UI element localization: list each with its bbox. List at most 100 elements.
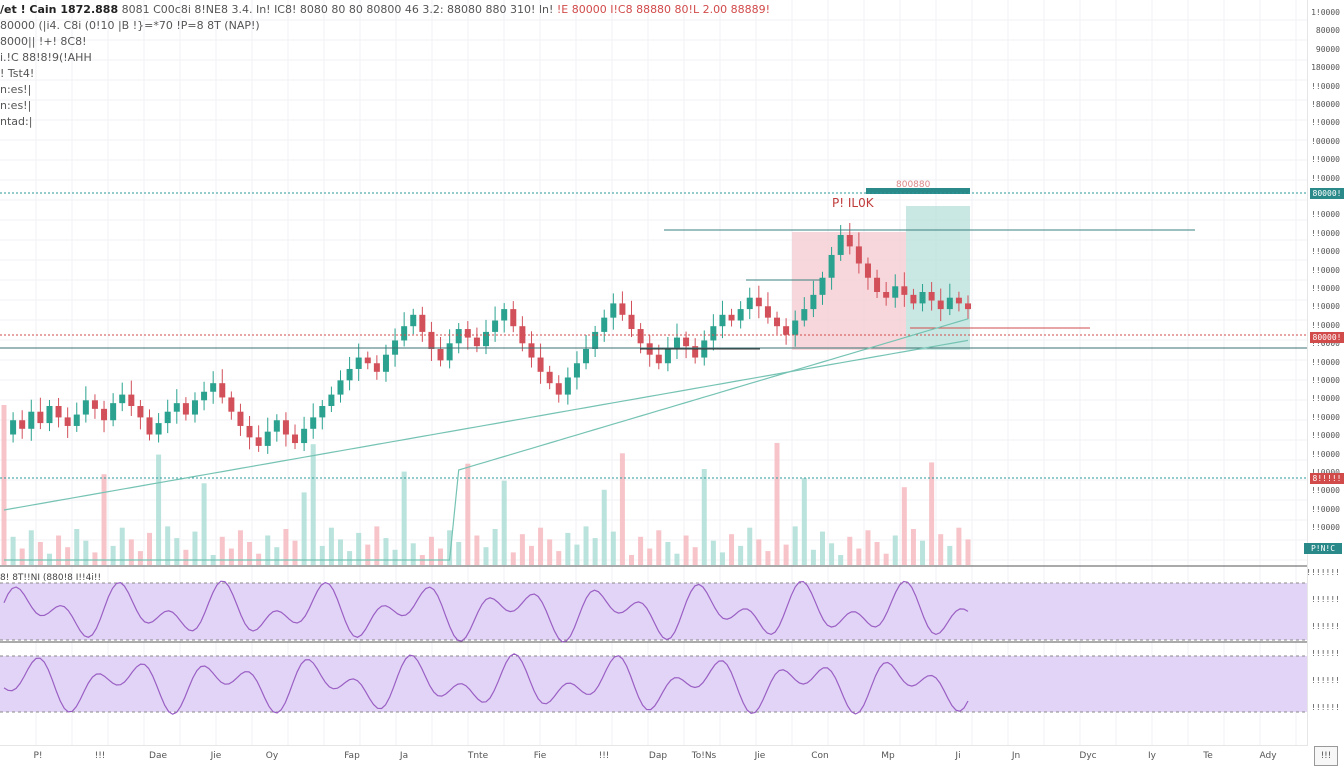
volume-bar xyxy=(92,552,98,565)
price-axis-tick: !!0000 xyxy=(1311,81,1340,91)
price-axis-tick: !!0000 xyxy=(1311,155,1340,165)
candle-body xyxy=(319,406,326,418)
price-axis-tick: !!0000 xyxy=(1311,302,1340,312)
time-axis-tick: Dyc xyxy=(1079,751,1097,761)
candle-body xyxy=(901,286,908,295)
volume-bar xyxy=(729,534,735,565)
time-axis-tick: P! xyxy=(33,751,43,761)
candle-body xyxy=(382,354,389,372)
volume-bar xyxy=(201,483,207,565)
time-axis-tick: Jie xyxy=(754,751,766,761)
volume-bar xyxy=(910,529,916,565)
candle-body xyxy=(273,420,280,432)
candle-body xyxy=(937,300,944,310)
candle-body xyxy=(874,277,881,292)
volume-bar xyxy=(447,530,453,565)
candle-body xyxy=(683,337,690,347)
volume-bar xyxy=(147,532,153,565)
volume-bar xyxy=(156,454,162,565)
candle-body xyxy=(619,303,626,315)
risk-zone xyxy=(792,232,906,350)
candle-body xyxy=(719,314,726,327)
price-tag-current: 80000! xyxy=(1310,332,1344,343)
volume-bar xyxy=(810,549,816,565)
candle-body xyxy=(310,417,317,429)
volume-bar xyxy=(219,536,225,565)
volume-bar xyxy=(19,548,25,565)
oscillator-axis-tick: !!!!!! xyxy=(1311,622,1340,631)
price-axis-tick: !!0000 xyxy=(1311,523,1340,533)
oscillator-axis-tick: !!!!!! xyxy=(1311,649,1340,658)
moving-average-slow xyxy=(3,339,969,511)
volume-bar xyxy=(74,529,80,565)
legend-row-6: n:es!| xyxy=(0,83,32,96)
time-axis-tick: Tnte xyxy=(467,751,489,761)
volume-bar xyxy=(683,535,689,565)
candle-body xyxy=(219,383,226,398)
volume-bar xyxy=(547,539,553,565)
time-axis-tick: Te xyxy=(1203,751,1213,761)
candle-body xyxy=(510,309,517,327)
oscillator-band xyxy=(0,583,1308,640)
position-top-label: 800880 xyxy=(896,180,931,190)
volume-bar xyxy=(119,527,125,565)
settings-corner-button[interactable]: !!! xyxy=(1314,746,1338,766)
price-axis-tick: !!0000 xyxy=(1311,504,1340,514)
candle-body xyxy=(610,303,617,318)
volume-bar xyxy=(10,536,16,565)
volume-bar xyxy=(474,535,480,565)
volume-bar xyxy=(28,530,34,565)
volume-bar xyxy=(783,544,789,565)
candle-body xyxy=(455,329,462,344)
price-axis-tick: !!0000 xyxy=(1311,173,1340,183)
candle-body xyxy=(337,380,344,395)
price-axis-tick: !!0000 xyxy=(1311,210,1340,220)
volume-bar xyxy=(501,480,507,565)
volume-bar xyxy=(401,471,407,565)
time-axis[interactable]: P!!!! Dae Jie Oy Fap Ja Tnte Fie!!! Dap To!Ns Jie C… xyxy=(0,745,1308,768)
volume-bar xyxy=(265,535,271,565)
candle-body xyxy=(37,411,44,424)
volume-bar xyxy=(556,551,562,565)
position-label[interactable]: P! IL0K xyxy=(832,196,874,210)
candle-body xyxy=(373,363,380,372)
candle-body xyxy=(28,411,35,429)
volume-bar xyxy=(1,405,7,565)
symbol-title[interactable]: /et ! Cain 1872.888 xyxy=(0,3,119,16)
price-axis[interactable]: 1!0000 80000 90000 180000 !!0000 !80000 !!0000… xyxy=(1306,0,1344,768)
candle-body xyxy=(173,403,180,412)
time-axis-tick: !!! xyxy=(94,751,106,761)
candle-body xyxy=(128,394,135,406)
candle-body xyxy=(46,406,53,424)
price-axis-tick: !!0000 xyxy=(1311,265,1340,275)
chart-overlays xyxy=(0,192,1344,643)
price-tag-lower: 8!!!!! xyxy=(1310,473,1344,484)
candle-body xyxy=(910,294,917,304)
candle-body xyxy=(764,306,771,318)
price-axis-tick: !!0000 xyxy=(1311,228,1340,238)
price-axis-tick: !!0000 xyxy=(1311,376,1340,385)
oscillator-1-label[interactable]: 8! 8T!!NI (880!8 I!!4i!! xyxy=(0,573,102,583)
candle-body xyxy=(810,294,817,310)
volume-bar xyxy=(838,555,844,565)
price-axis-tick: !!0000 xyxy=(1311,449,1340,459)
volume-bar xyxy=(65,547,71,565)
candle-body xyxy=(464,329,471,338)
oscillator-axis-tick: !!!!!! xyxy=(1311,703,1340,712)
legend-row-4: i.!C 88!8!9(!AHH xyxy=(0,51,92,64)
candle-body xyxy=(201,391,208,401)
moving-average-fast xyxy=(4,318,969,561)
candle-body xyxy=(346,368,353,381)
price-axis-tick: 80000 xyxy=(1315,26,1340,36)
time-axis-tick: Ady xyxy=(1259,751,1277,761)
candle-body xyxy=(783,326,790,335)
candle-body xyxy=(73,414,80,426)
price-axis-tick: !!0000 xyxy=(1311,357,1340,367)
candle-body xyxy=(191,400,198,415)
candle-body xyxy=(601,317,608,332)
volume-bar xyxy=(310,444,316,565)
candle-body xyxy=(64,417,71,426)
candle-body xyxy=(965,303,971,310)
candle-body xyxy=(210,383,217,392)
